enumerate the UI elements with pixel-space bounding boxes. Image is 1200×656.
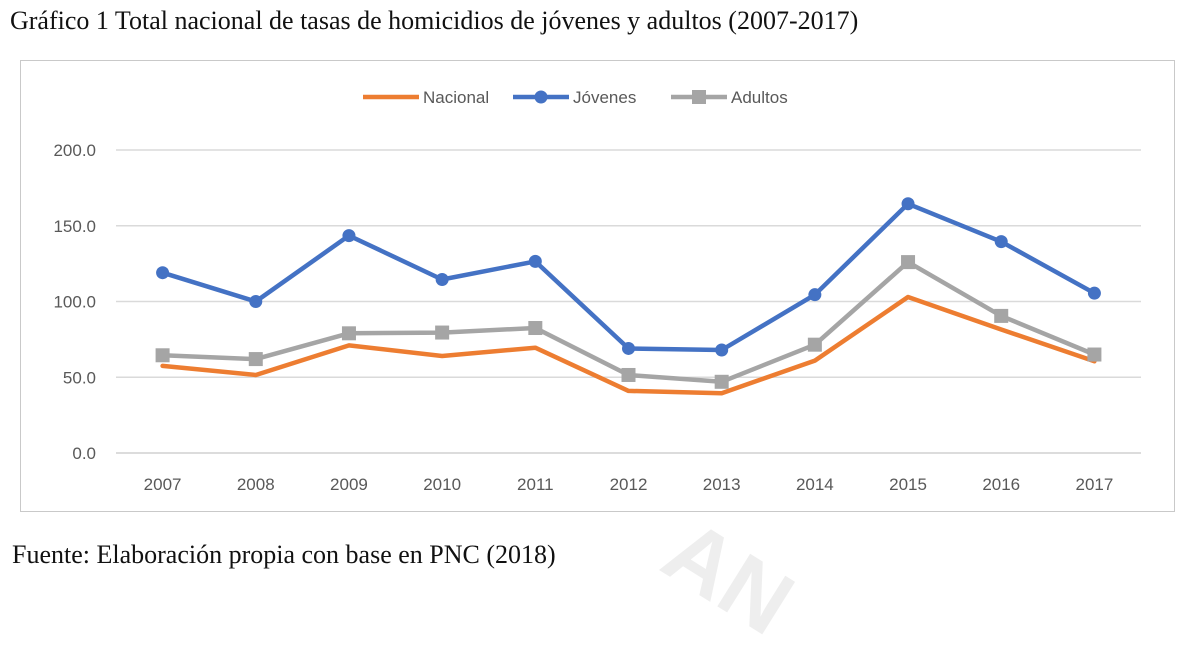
legend-label: Nacional: [423, 88, 489, 107]
x-tick-label: 2015: [889, 475, 927, 494]
data-point: [622, 368, 636, 382]
gridlines: [116, 150, 1141, 453]
source-note: Fuente: Elaboración propia con base en P…: [12, 540, 556, 570]
legend-item: Adultos: [671, 88, 788, 107]
watermark: AN: [645, 500, 810, 656]
data-point: [622, 342, 635, 355]
data-point: [156, 348, 170, 362]
data-point: [529, 255, 542, 268]
legend-item: Nacional: [363, 88, 489, 107]
data-point: [808, 338, 822, 352]
x-tick-label: 2008: [237, 475, 275, 494]
data-point: [715, 375, 729, 389]
data-point: [715, 343, 728, 356]
data-point: [1087, 348, 1101, 362]
x-tick-label: 2012: [610, 475, 648, 494]
x-tick-label: 2016: [982, 475, 1020, 494]
data-point: [1088, 287, 1101, 300]
legend-marker: [692, 90, 706, 104]
y-tick-label: 200.0: [53, 141, 96, 160]
data-point: [808, 288, 821, 301]
data-point: [994, 309, 1008, 323]
x-tick-label: 2013: [703, 475, 741, 494]
x-tick-label: 2009: [330, 475, 368, 494]
y-tick-label: 50.0: [63, 368, 96, 387]
y-tick-label: 150.0: [53, 217, 96, 236]
data-point: [435, 326, 449, 340]
x-tick-label: 2011: [517, 475, 554, 494]
data-point: [156, 266, 169, 279]
data-point: [249, 295, 262, 308]
data-point: [342, 229, 355, 242]
legend-label: Adultos: [731, 88, 788, 107]
data-point: [249, 352, 263, 366]
x-tick-label: 2007: [144, 475, 182, 494]
legend: Nacional Jóvenes Adultos: [363, 88, 788, 107]
x-tick-label: 2010: [423, 475, 461, 494]
data-point: [995, 235, 1008, 248]
page-title: Gráfico 1 Total nacional de tasas de hom…: [10, 6, 858, 36]
x-axis-tick-labels: 2007 2008 2009 2010 2011 2012 2013 2014 2015 2016…: [144, 475, 1114, 494]
series-lines: [156, 197, 1102, 393]
legend-label: Jóvenes: [573, 88, 636, 107]
y-tick-label: 100.0: [53, 293, 96, 312]
y-axis-tick-labels: 0.0 50.0 100.0 150.0 200.0: [53, 141, 96, 463]
legend-marker: [535, 91, 548, 104]
x-tick-label: 2014: [796, 475, 834, 494]
data-point: [528, 321, 542, 335]
data-point: [902, 197, 915, 210]
series-line-adultos: [163, 262, 1095, 382]
legend-item: Jóvenes: [513, 88, 636, 107]
data-point: [901, 255, 915, 269]
y-tick-label: 0.0: [72, 444, 96, 463]
data-point: [342, 326, 356, 340]
data-point: [436, 273, 449, 286]
x-tick-label: 2017: [1075, 475, 1113, 494]
